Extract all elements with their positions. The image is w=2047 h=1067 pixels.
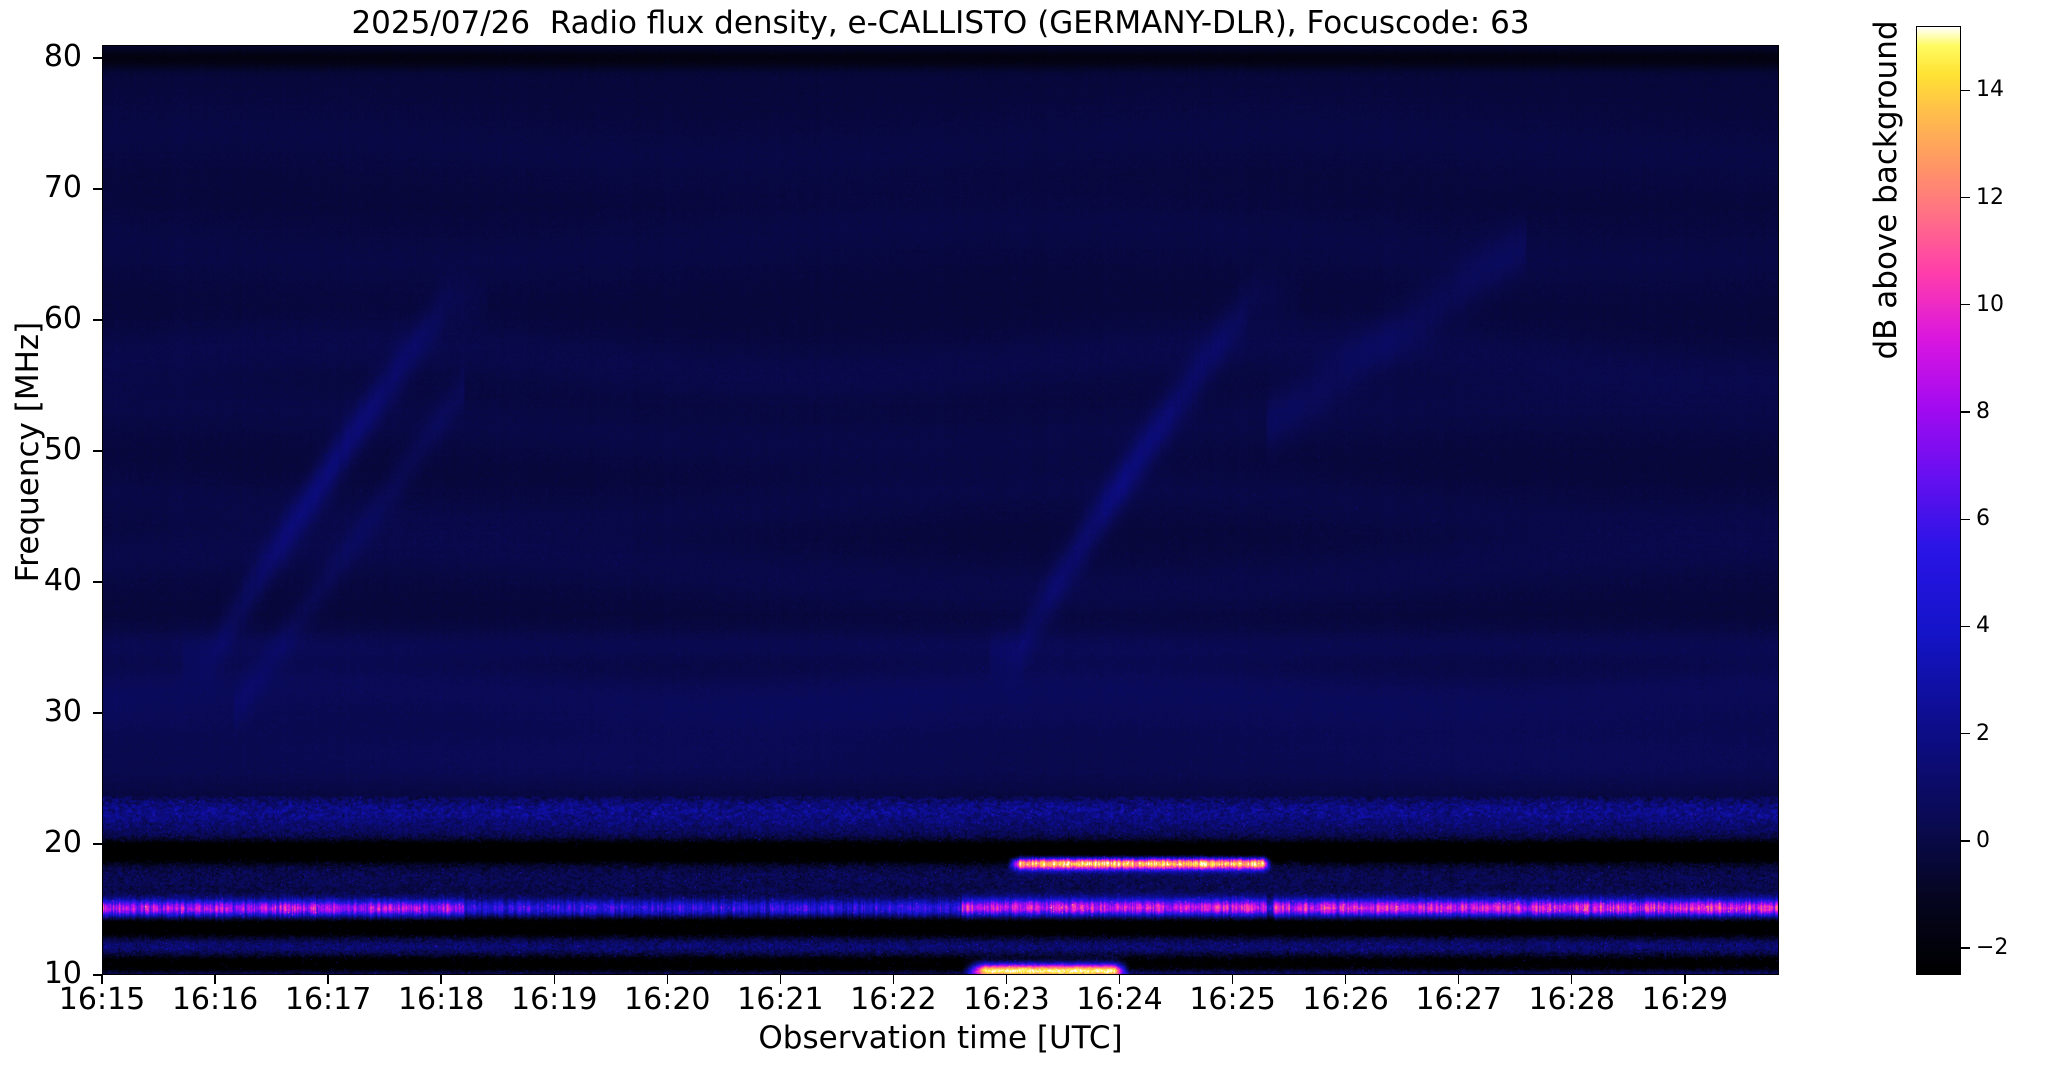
colorbar-frame (1916, 26, 1961, 975)
colorbar-tick-label: 2 (1976, 720, 1990, 746)
x-tick-mark (666, 975, 668, 984)
colorbar-tick-mark (1961, 411, 1970, 413)
y-tick-label: 80 (43, 39, 82, 75)
x-tick-mark (1118, 975, 1121, 984)
colorbar-label: dB above background (1868, 20, 1904, 360)
colorbar-tick-label: 8 (1976, 399, 1990, 425)
x-tick-label: 16:21 (737, 982, 824, 1017)
x-tick-label: 16:23 (963, 982, 1050, 1017)
x-tick-label: 16:18 (397, 982, 485, 1017)
x-tick-label: 16:29 (1641, 982, 1729, 1017)
x-tick-mark (327, 975, 329, 984)
y-tick-label: 20 (43, 825, 82, 860)
colorbar-gradient (1917, 27, 1960, 974)
colorbar-tick-mark (1961, 733, 1970, 735)
colorbar-tick-mark (1961, 304, 1970, 306)
colorbar-tick-mark (1961, 625, 1970, 628)
x-tick-label: 16:19 (511, 982, 598, 1017)
x-tick-mark (779, 975, 782, 984)
colorbar-tick-mark (1961, 518, 1970, 520)
spectrogram-image (103, 46, 1778, 974)
colorbar-tick-mark (1961, 89, 1970, 92)
y-tick-label: 10 (43, 956, 82, 991)
x-tick-mark (1005, 975, 1008, 984)
y-tick-label: 30 (43, 694, 82, 730)
y-tick-mark (93, 57, 102, 59)
x-tick-label: 16:28 (1528, 982, 1615, 1017)
y-tick-mark (93, 450, 102, 452)
y-tick-label: 40 (43, 563, 82, 599)
y-tick-label: 70 (43, 170, 82, 206)
x-tick-label: 16:25 (1189, 982, 1276, 1017)
x-tick-mark (1571, 975, 1573, 984)
page-title: 2025/07/26 Radio flux density, e-CALLIST… (351, 5, 1530, 41)
x-tick-label: 16:26 (1302, 982, 1389, 1017)
x-tick-mark (1231, 975, 1234, 984)
x-tick-label: 16:15 (58, 982, 146, 1017)
y-tick-mark (93, 974, 102, 976)
colorbar-tick-label: −2 (1976, 935, 2009, 961)
x-tick-mark (892, 975, 895, 984)
y-tick-mark (93, 188, 102, 190)
colorbar: −2 0 2 4 6 8 10 12 14 (1916, 26, 2008, 975)
colorbar-tick-label: 4 (1976, 613, 1990, 639)
y-tick-mark (93, 581, 102, 583)
spectrogram-axes (102, 45, 1779, 975)
colorbar-tick-label: 6 (1976, 506, 1990, 532)
colorbar-tick-label: 0 (1976, 827, 1990, 853)
x-tick-mark (440, 975, 442, 984)
x-tick-label: 16:24 (1076, 982, 1163, 1017)
y-axis-label: Frequency [MHz] (10, 321, 46, 583)
colorbar-tick-label: 12 (1976, 184, 2004, 210)
colorbar-tick-mark (1961, 947, 1970, 949)
x-tick-label: 16:20 (624, 982, 711, 1017)
colorbar-tick-label: 14 (1976, 77, 2004, 103)
x-tick-mark (553, 975, 555, 984)
x-axis-label: Observation time [UTC] (758, 1020, 1123, 1056)
x-tick-mark (1684, 975, 1686, 984)
x-tick-label: 16:16 (171, 982, 259, 1017)
x-tick-mark (1344, 975, 1347, 984)
colorbar-tick-mark (1961, 196, 1970, 199)
x-tick-mark (101, 975, 103, 984)
colorbar-tick-mark (1961, 840, 1970, 842)
y-tick-mark (93, 319, 102, 321)
colorbar-tick-label: 10 (1976, 291, 2004, 317)
x-tick-label: 16:27 (1415, 982, 1502, 1017)
x-tick-label: 16:22 (850, 982, 937, 1017)
x-tick-label: 16:17 (284, 982, 372, 1017)
y-tick-mark (93, 712, 102, 714)
y-tick-mark (93, 843, 102, 845)
x-tick-mark (1458, 975, 1460, 984)
x-tick-mark (214, 975, 216, 984)
y-tick-label: 60 (43, 301, 82, 337)
y-tick-label: 50 (43, 432, 82, 468)
